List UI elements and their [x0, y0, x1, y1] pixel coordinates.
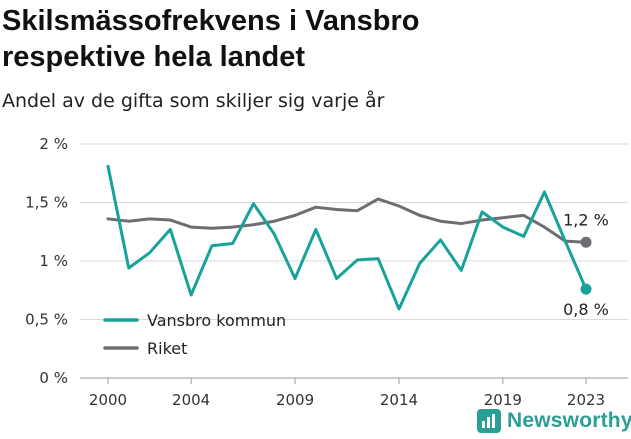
- x-tick-label: 2014: [380, 391, 418, 409]
- y-tick-label: 0 %: [39, 369, 68, 387]
- legend-label: Vansbro kommun: [147, 311, 286, 330]
- x-axis: 2000 2004 2009 2014 2019 2023: [89, 378, 605, 409]
- x-tick-label: 2009: [276, 391, 314, 409]
- brand-name: Newsworthy: [507, 409, 631, 432]
- x-tick-label: 2004: [172, 391, 210, 409]
- chart-subtitle: Andel av de gifta som skiljer sig varje …: [2, 90, 385, 112]
- newsworthy-logo-icon: [477, 409, 501, 433]
- y-tick-label: 0,5 %: [25, 311, 68, 329]
- series-line-vansbro: [106, 164, 588, 311]
- chart-title-line-1: Skilsmässofrekvens i Vansbro: [2, 5, 420, 37]
- chart-title-line-2: respektive hela landet: [2, 41, 306, 73]
- y-tick-label: 1 %: [39, 252, 68, 270]
- y-axis-tick-labels: 0 % 0,5 % 1 % 1,5 % 2 %: [25, 135, 68, 387]
- x-tick-label: 2023: [567, 391, 605, 409]
- series-line-riket: [106, 197, 588, 244]
- brand-logo: Newsworthy: [476, 406, 631, 436]
- x-tick-label: 2019: [484, 391, 522, 409]
- y-tick-label: 2 %: [39, 135, 68, 153]
- end-labels: 1,2 % 0,8 %: [563, 210, 609, 319]
- y-tick-label: 1,5 %: [25, 194, 68, 212]
- x-tick-label: 2000: [89, 391, 127, 409]
- chart-title: Skilsmässofrekvens i Vansbro respektive …: [2, 3, 627, 75]
- series-end-point-riket: [580, 236, 592, 248]
- end-label-riket: 1,2 %: [563, 210, 609, 229]
- end-label-vansbro: 0,8 %: [563, 300, 609, 319]
- legend: Vansbro kommun Riket: [103, 311, 286, 358]
- series-end-point-vansbro: [580, 283, 592, 295]
- series-lines: [106, 164, 592, 311]
- legend-label: Riket: [147, 339, 187, 358]
